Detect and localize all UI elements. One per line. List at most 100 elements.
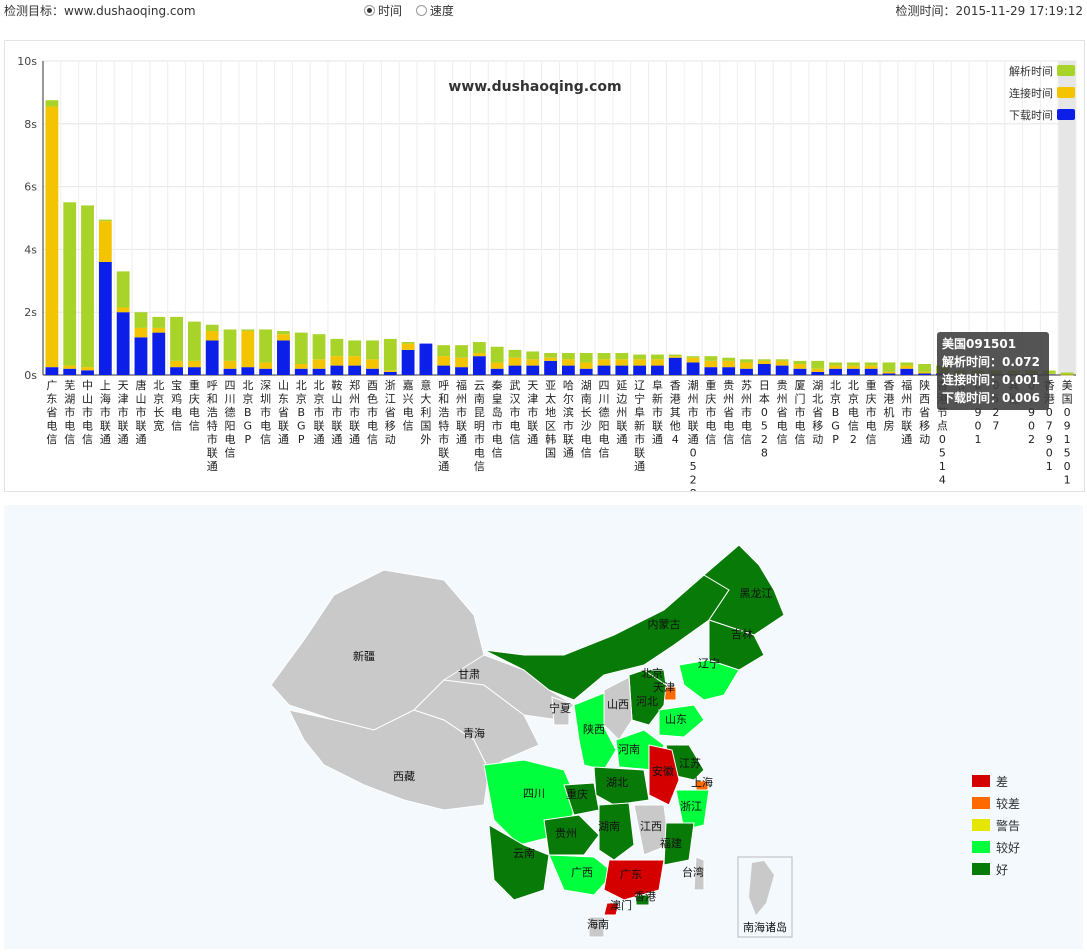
- y-tick-label: 8s: [24, 118, 37, 131]
- radio-unselected-icon[interactable]: [415, 5, 427, 16]
- map-region: [543, 814, 600, 856]
- bar-segment: [918, 373, 932, 375]
- legend-label: 警告: [996, 818, 1021, 833]
- bar-segment: [63, 368, 77, 375]
- bar-segment: [579, 353, 593, 363]
- bar-segment: [170, 316, 183, 361]
- x-tick-label: 天津市联通: [527, 379, 538, 446]
- bar-segment: [294, 332, 308, 365]
- chart-watermark: www.dushaoqing.com: [448, 79, 621, 95]
- bar-segment: [561, 359, 575, 366]
- map-region-label: 黑龙江: [740, 587, 773, 600]
- bar-segment: [561, 353, 575, 360]
- map-region: [648, 744, 680, 806]
- bar-segment: [98, 219, 112, 222]
- bar-segment: [544, 353, 558, 358]
- map-region-label: 广西: [571, 866, 593, 879]
- bar-segment: [490, 346, 504, 363]
- map-region-label: 北京: [641, 666, 663, 680]
- bar-segment: [241, 331, 255, 368]
- bar-segment: [63, 365, 77, 369]
- map-region-label: 海南: [587, 917, 609, 931]
- bar-segment: [722, 360, 736, 368]
- bar-segment: [134, 337, 148, 375]
- map-region-label: 陕西: [583, 722, 605, 736]
- bar-segment: [366, 340, 379, 360]
- map-region-label: 四川: [523, 787, 545, 800]
- map-region-label: 广东: [620, 868, 642, 881]
- bar-segment: [383, 338, 397, 371]
- bar-segment: [526, 359, 540, 366]
- bar-segment: [508, 365, 522, 375]
- bar-segment: [811, 360, 825, 369]
- map-region-label: 宁夏: [549, 701, 571, 715]
- bar-segment: [366, 359, 379, 369]
- map-region-label: 内蒙古: [648, 617, 681, 631]
- bar-segment: [846, 362, 860, 366]
- map-legend: 差较差 警告 较好好: [972, 770, 1020, 880]
- map-region: [548, 854, 615, 896]
- x-tick-label: 厦门市电信: [794, 379, 805, 446]
- bar-segment: [668, 357, 682, 375]
- bar-segment: [757, 360, 771, 365]
- chart-container: 0s 2s 4s 6s 8s 10s 广东省电信 芜湖市电信 中山市电信 上海市联通 天津市联通 唐山…: [4, 40, 1085, 500]
- legend-swatch: [1057, 87, 1075, 98]
- bar-segment: [829, 368, 842, 375]
- x-tick-label: 重庆市电信: [705, 378, 716, 446]
- bar-segment: [294, 364, 308, 369]
- bar-segment: [472, 342, 486, 354]
- bar-segment: [205, 331, 219, 341]
- map-region-label: 河北: [636, 695, 658, 708]
- x-tick-label: 重庆市电信: [866, 378, 877, 446]
- legend-swatch: [972, 797, 990, 809]
- legend-label: 连接时间: [1009, 87, 1053, 100]
- map-region-label: 江西: [640, 820, 662, 833]
- bar-segment: [330, 365, 344, 375]
- bar-segment: [740, 359, 753, 363]
- mode-speed-option[interactable]: 速度: [415, 2, 454, 19]
- bar-segment: [455, 367, 468, 375]
- legend-swatch: [1057, 65, 1075, 76]
- bar-segment: [793, 360, 807, 365]
- bar-segment: [918, 371, 932, 374]
- bar-segment: [633, 354, 647, 360]
- bar-segment: [882, 362, 896, 372]
- legend-swatch: [972, 775, 990, 787]
- x-tick-label: 呼和浩特市联通: [207, 379, 218, 473]
- bar-segment: [775, 360, 789, 366]
- bar-segment: [882, 371, 896, 374]
- bar-segment: [187, 321, 201, 361]
- x-tick-label: 潮州市联通0528: [688, 378, 699, 491]
- tooltip-title: 美国091501: [942, 337, 1017, 351]
- x-tick-label: 云南昆明市电信: [474, 379, 485, 473]
- x-tick-label: 哈尔滨市联通: [563, 379, 574, 460]
- radio-selected-icon[interactable]: [364, 5, 375, 16]
- x-tick-label: 福州市联通: [901, 378, 912, 446]
- bar-segment: [134, 312, 148, 328]
- bar-segment: [277, 334, 290, 341]
- mode-time-option[interactable]: 时间: [364, 2, 402, 19]
- map-region-label: 辽宁: [698, 656, 720, 670]
- map-region: [488, 824, 550, 901]
- y-tick-label: 10s: [17, 55, 37, 68]
- x-tick-label: 亚太地区韩国: [545, 379, 556, 460]
- south-sea-islands: [749, 861, 774, 915]
- highlight-column: [1058, 61, 1076, 375]
- bar-segment: [846, 365, 860, 369]
- bar-segment: [330, 356, 344, 366]
- x-tick-label: 唐山市联通: [135, 378, 146, 446]
- legend-label: 好: [996, 862, 1009, 877]
- map-region-label: 青海: [463, 726, 485, 740]
- bar-segment: [597, 359, 611, 366]
- bar-segment: [615, 365, 629, 375]
- bar-segment: [793, 364, 807, 369]
- bar-segment: [205, 340, 219, 375]
- bar-segment: [704, 367, 718, 375]
- x-tick-label: 郑州市联通: [349, 378, 360, 446]
- x-tick-label: 天津市联通: [118, 379, 129, 446]
- bar-segment: [401, 343, 415, 350]
- x-tick-label: 呼和浩特市联通: [438, 379, 449, 473]
- bar-segment: [615, 359, 629, 366]
- bar-segment: [597, 353, 611, 360]
- x-tick-label: 重庆电信: [189, 378, 200, 433]
